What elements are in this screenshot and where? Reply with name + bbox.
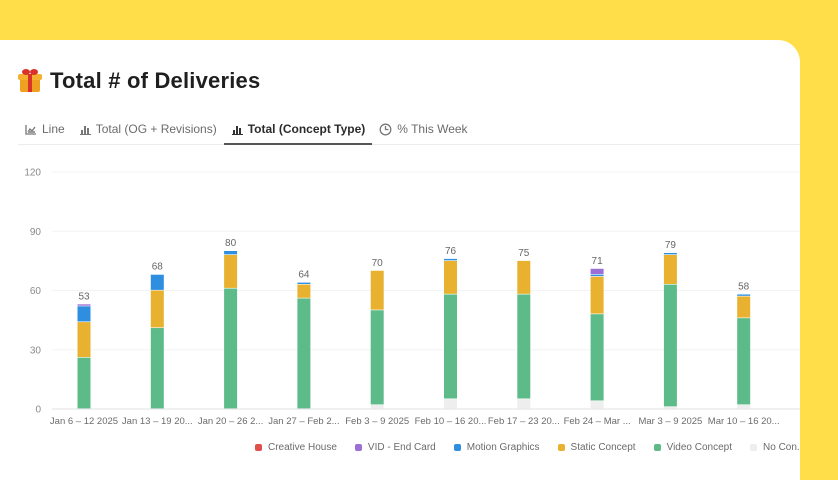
x-tick-label: Jan 20 – 26 2... <box>198 416 264 427</box>
bar-segment-static-concept <box>663 254 677 284</box>
x-tick-label: Mar 3 – 9 2025 <box>638 416 702 427</box>
legend-item[interactable]: No Con... <box>750 442 800 453</box>
bar-segment-no-concept <box>370 405 384 409</box>
legend-label: Video Concept <box>666 442 733 453</box>
y-tick-label: 0 <box>35 405 41 416</box>
chart-card: Total # of Deliveries Line Total (OG + R… <box>0 40 800 480</box>
legend-label: Static Concept <box>570 442 636 453</box>
legend-swatch <box>354 444 362 451</box>
legend-label: No Con... <box>763 442 800 453</box>
bar-total-label: 58 <box>738 281 750 292</box>
bar-segment-motion-graphics <box>297 282 311 284</box>
legend-item[interactable]: VID - End Card <box>354 442 436 453</box>
y-tick-label: 90 <box>30 227 42 238</box>
bar-segment-static-concept <box>297 284 311 298</box>
bar-total-label: 70 <box>372 258 384 269</box>
stacked-bar-chart: 0 30 60 90 120 53 Jan 6 – 12 2025 68 Jan 13 – 19… <box>24 168 800 427</box>
bar-segment-video-concept <box>590 314 604 401</box>
tab-line[interactable]: Line <box>18 114 72 144</box>
x-tick-label: Mar 10 – 16 20... <box>708 416 780 427</box>
bar-segment-video-concept <box>444 294 457 399</box>
bar-total-label: 64 <box>298 270 310 281</box>
bar-chart-icon <box>231 125 243 135</box>
legend-item[interactable]: Video Concept <box>653 442 733 453</box>
bar-segment-motion-graphics <box>444 258 457 261</box>
bar-segment-static-concept <box>517 260 531 294</box>
x-tick-label: Feb 17 – 23 20... <box>488 416 560 427</box>
x-tick-label: Feb 24 – Mar ... <box>564 416 631 427</box>
bar-segment-static-concept <box>150 290 164 328</box>
x-tick-label: Jan 27 – Feb 2... <box>268 416 339 427</box>
x-tick-label: Feb 3 – 9 2025 <box>345 416 409 427</box>
tab-percent-this-week[interactable]: % This Week <box>372 114 474 144</box>
page-title: Total # of Deliveries <box>50 68 261 93</box>
chart-tabs: Line Total (OG + Revisions) Total (Conce… <box>18 114 800 145</box>
bar-total-label: 68 <box>152 262 164 273</box>
gift-icon <box>18 69 42 93</box>
pie-clock-icon <box>379 123 392 135</box>
chart-area: 0 30 60 90 120 53 Jan 6 – 12 2025 68 Jan 13 – 19… <box>0 150 800 480</box>
bar-segment-motion-graphics <box>663 252 677 255</box>
legend-swatch <box>653 444 661 451</box>
bar-total-label: 79 <box>665 240 677 251</box>
tab-total-og-revisions[interactable]: Total (OG + Revisions) <box>72 114 224 144</box>
bar-segment-no-concept <box>590 401 604 409</box>
bar-segment-motion-graphics <box>224 251 238 255</box>
bar-segment-video-concept <box>297 298 311 409</box>
bar-segment-vid-end-card <box>77 304 91 306</box>
bar-segment-video-concept <box>737 318 751 405</box>
tab-total-concept-type[interactable]: Total (Concept Type) <box>223 114 373 145</box>
tab-percent-this-week-label: % This Week <box>397 122 468 136</box>
bar-total-label: 71 <box>592 256 604 267</box>
bar-segment-static-concept <box>77 322 91 358</box>
bar-segment-no-concept <box>517 399 531 409</box>
bar-total-label: 76 <box>445 246 457 257</box>
bar-segment-vid-end-card <box>590 268 604 275</box>
bar-segment-no-concept <box>444 399 457 409</box>
legend-swatch <box>453 444 461 451</box>
bar-segment-motion-graphics <box>590 274 604 277</box>
legend-label: Creative House <box>268 442 337 453</box>
bar-total-label: 80 <box>225 238 237 249</box>
y-tick-label: 120 <box>24 168 41 179</box>
title-row: Total # of Deliveries <box>18 68 260 94</box>
legend-label: Motion Graphics <box>466 442 540 453</box>
bar-segment-video-concept <box>517 294 531 399</box>
tab-total-concept-type-label: Total (Concept Type) <box>247 122 366 136</box>
x-tick-label: Jan 13 – 19 20... <box>122 416 193 427</box>
legend-swatch <box>557 444 565 451</box>
y-tick-label: 60 <box>30 286 42 297</box>
bar-segment-video-concept <box>370 310 384 405</box>
legend-item[interactable]: Motion Graphics <box>453 442 540 453</box>
bar-segment-video-concept <box>150 328 164 409</box>
legend-label: VID - End Card <box>367 442 436 453</box>
bar-segment-video-concept <box>663 284 677 407</box>
bar-chart-icon <box>79 125 91 135</box>
line-chart-icon <box>25 124 36 135</box>
y-tick-label: 30 <box>30 345 42 356</box>
legend-swatch <box>750 444 758 451</box>
legend-swatch <box>255 444 262 451</box>
bar-segment-static-concept <box>444 260 457 294</box>
bar-segment-no-concept <box>737 405 751 409</box>
legend-item[interactable]: Static Concept <box>557 442 636 453</box>
legend-item[interactable]: Creative House <box>255 442 337 453</box>
bar-segment-static-concept <box>590 276 604 314</box>
bar-total-label: 75 <box>518 248 530 259</box>
x-tick-label: Jan 6 – 12 2025 <box>50 416 118 427</box>
bar-segment-static-concept <box>737 296 751 318</box>
bar-total-label: 53 <box>78 291 90 302</box>
x-tick-label: Feb 10 – 16 20... <box>415 416 487 427</box>
bar-segment-motion-graphics <box>77 306 91 322</box>
tab-line-label: Line <box>42 122 65 136</box>
chart-legend: Creative House VID - End Card Motion Graph… <box>255 442 800 453</box>
bar-segment-no-concept <box>663 407 677 409</box>
bar-segment-motion-graphics <box>150 274 164 290</box>
tab-total-og-revisions-label: Total (OG + Revisions) <box>95 122 217 136</box>
bar-segment-static-concept <box>224 254 238 288</box>
bar-segment-static-concept <box>370 270 384 310</box>
bar-segment-video-concept <box>224 288 238 409</box>
bar-segment-motion-graphics <box>737 294 751 296</box>
bar-segment-video-concept <box>77 357 91 409</box>
